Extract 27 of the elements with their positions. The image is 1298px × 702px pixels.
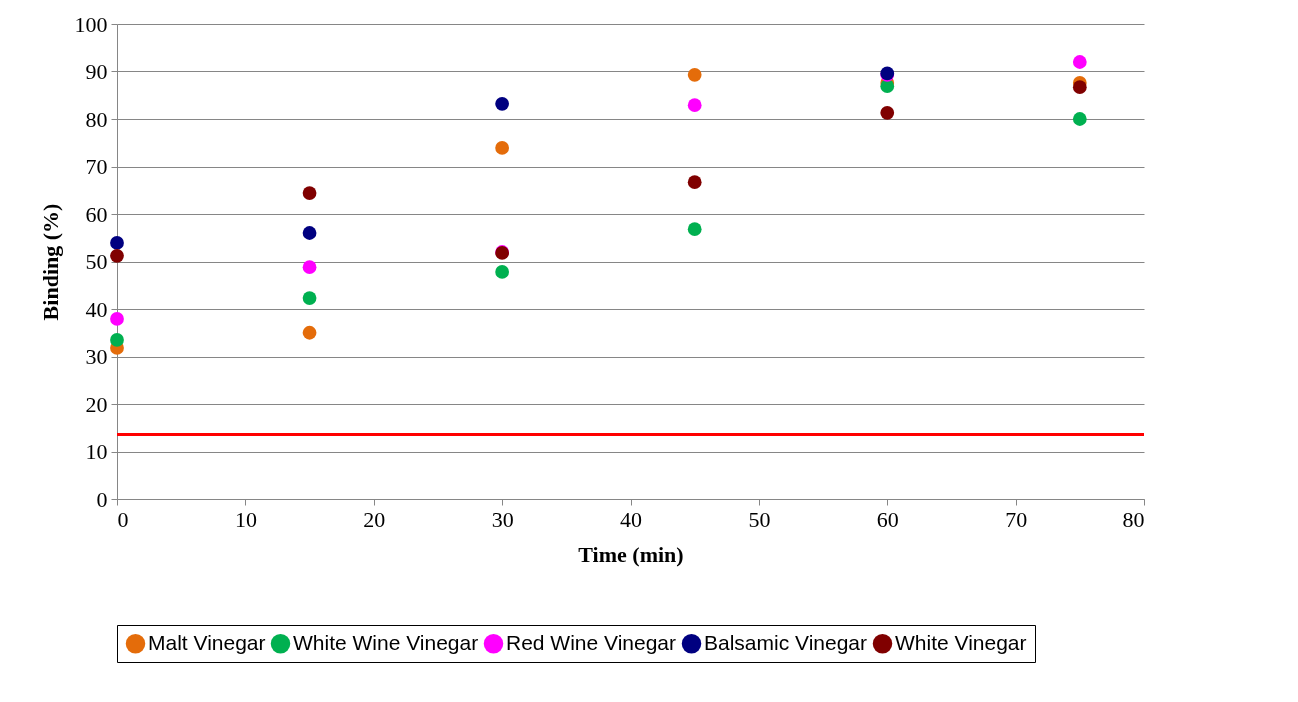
x-tick-label: 30 bbox=[491, 506, 514, 532]
legend-label: Malt Vinegar bbox=[148, 630, 266, 654]
x-tick-label: 20 bbox=[363, 506, 386, 532]
y-tick-label: 40 bbox=[85, 296, 108, 322]
x-tick-label: 10 bbox=[234, 506, 257, 532]
x-tick-label: 50 bbox=[748, 506, 771, 532]
y-tick-label: 10 bbox=[85, 439, 108, 464]
x-axis-title: Time (min) bbox=[578, 541, 684, 567]
x-tick-label: 70 bbox=[1005, 506, 1028, 532]
y-tick-label: 70 bbox=[85, 154, 108, 179]
x-tick-label: 80 bbox=[1122, 506, 1145, 532]
y-tick-label: 80 bbox=[85, 106, 108, 132]
x-tick-label: 0 bbox=[117, 506, 129, 532]
y-tick-label: 0 bbox=[96, 486, 108, 512]
y-tick-label: 30 bbox=[85, 344, 108, 369]
legend-label: White Vinegar bbox=[895, 630, 1027, 654]
x-tick-label: 40 bbox=[620, 506, 642, 532]
y-tick-label: 100 bbox=[74, 11, 108, 37]
legend-label: White Wine Vinegar bbox=[293, 630, 479, 654]
legend-label: Balsamic Vinegar bbox=[704, 630, 868, 654]
y-tick-label: 20 bbox=[85, 391, 108, 417]
y-tick-label: 50 bbox=[85, 249, 108, 274]
y-tick-label: 90 bbox=[85, 59, 108, 84]
y-tick-label: 60 bbox=[85, 201, 108, 227]
y-axis-title: Binding (%) bbox=[37, 203, 63, 321]
legend-label: Red Wine Vinegar bbox=[506, 630, 677, 654]
x-tick-label: 60 bbox=[876, 506, 899, 532]
